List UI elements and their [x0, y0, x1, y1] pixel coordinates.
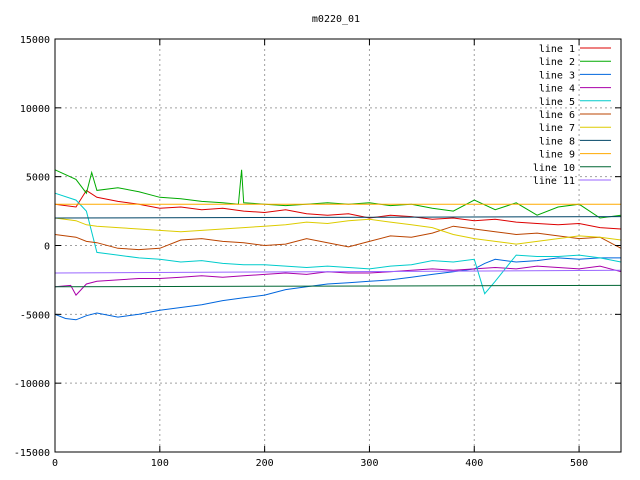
- legend-label: line 4: [539, 84, 575, 95]
- series-line-8: [54, 216, 622, 219]
- legend-label: line 2: [539, 57, 575, 68]
- y-tick-label: -5000: [20, 310, 50, 321]
- series-line-1: [54, 189, 622, 230]
- legend-label: line 3: [539, 70, 575, 81]
- y-tick-label: 5000: [26, 173, 50, 184]
- y-tick-label: -10000: [14, 379, 50, 390]
- legend-label: line 10: [533, 163, 575, 174]
- legend-label: line 6: [539, 110, 575, 121]
- x-tick-label: 200: [256, 458, 274, 469]
- y-tick-label: -15000: [14, 448, 50, 459]
- x-tick-label: 500: [570, 458, 588, 469]
- y-tick-label: 10000: [20, 104, 50, 115]
- x-tick-label: 0: [52, 458, 58, 469]
- series-line-11: [54, 269, 622, 274]
- legend-label: line 7: [539, 123, 575, 134]
- legend-label: line 1: [539, 44, 575, 55]
- series-line-6: [54, 225, 622, 251]
- y-tick-label: 15000: [20, 35, 50, 46]
- series-line-7: [54, 217, 622, 245]
- chart-title: m0220_01: [312, 14, 360, 25]
- legend-label: line 11: [533, 176, 575, 187]
- y-tick-label: 0: [44, 242, 50, 253]
- legend-label: line 5: [539, 97, 575, 108]
- x-tick-label: 300: [360, 458, 378, 469]
- series-line-4: [54, 265, 622, 296]
- x-tick-label: 100: [151, 458, 169, 469]
- legend-label: line 8: [539, 136, 575, 147]
- series-line-10: [54, 284, 622, 288]
- grid: [55, 39, 621, 452]
- x-tick-label: 400: [465, 458, 483, 469]
- ticks: 0 100 200 300 400 500 -15000 -10000 -5000 0 5000 10…: [14, 35, 621, 469]
- legend: line 1 line 2 line 3 line 4 line 5 line 6 line…: [533, 44, 611, 187]
- series-line-5: [54, 192, 622, 295]
- series-line-3: [54, 257, 621, 321]
- series-layer: [54, 169, 622, 321]
- legend-label: line 9: [539, 150, 575, 161]
